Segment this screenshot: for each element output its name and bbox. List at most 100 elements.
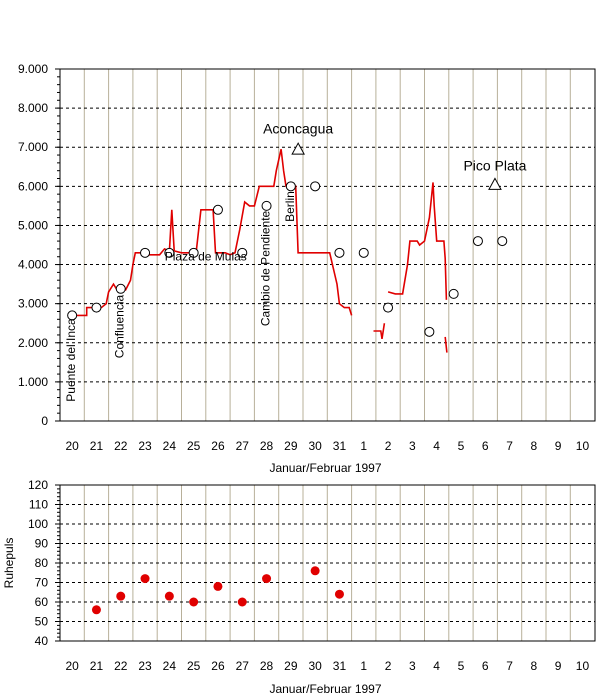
plot-border [59,68,596,422]
x-tick-label: 3 [409,659,416,673]
y-tick-label: 40 [35,634,49,648]
pulse-point [189,597,199,607]
x-tick-label: 31 [333,439,347,453]
altitude-line [444,336,448,353]
x-tick-label: 26 [211,439,225,453]
camp-marker [164,247,175,258]
summit-marker [291,142,305,155]
camp-marker [383,302,394,313]
x-tick-label: 10 [576,659,590,673]
x-tick-label: 21 [90,439,104,453]
pulse-point [262,574,272,584]
y-tick-label: 4.000 [18,258,48,272]
x-tick-label: 28 [260,659,274,673]
camp-marker [212,204,223,215]
x-tick-label: 9 [555,439,562,453]
pulse-point [334,589,344,599]
camp-marker [310,181,321,192]
y-tick-label: 110 [29,498,48,512]
location-label: Plaza de Mulas [165,250,247,264]
x-tick-label: 6 [482,439,489,453]
x-tick-label: 29 [284,439,298,453]
x-tick-label: 20 [65,439,79,453]
x-tick-label: 28 [260,439,274,453]
x-tick-label: 22 [114,659,128,673]
x-tick-label: 8 [531,659,538,673]
x-tick-label: 4 [433,439,440,453]
camp-marker [237,247,248,258]
y-tick-label: 9.000 [18,62,48,76]
location-label: Berlin [283,191,297,222]
y-tick-label: 6.000 [18,179,48,193]
plot-border [59,484,596,642]
altitude-line [373,323,386,340]
pulse-point [116,591,126,601]
camp-marker [67,310,78,321]
x-tick-label: 26 [211,659,225,673]
y-tick-label: 60 [35,595,49,609]
y-tick-label: 100 [28,517,48,531]
x-tick-label: 5 [458,439,465,453]
x-tick-label: 7 [506,659,513,673]
x-tick-label: 9 [555,659,562,673]
camp-marker [188,247,199,258]
x-axis-title: Januar/Februar 1997 [269,682,381,696]
x-tick-label: 2 [385,439,392,453]
x-tick-label: 24 [163,659,177,673]
y-tick-label: 8.000 [18,101,48,115]
camp-marker [472,236,483,247]
x-tick-label: 22 [114,439,128,453]
x-tick-label: 4 [433,659,440,673]
x-axis-title: Januar/Februar 1997 [269,461,381,475]
pulse-point [213,581,223,591]
x-tick-label: 30 [308,439,322,453]
y-tick-label: 0 [41,414,48,428]
camp-marker [424,326,435,337]
x-tick-label: 5 [458,659,465,673]
pulse-point [164,591,174,601]
pulse-point [91,605,101,615]
y-tick-label: 90 [35,537,49,551]
camp-marker [91,302,102,313]
x-tick-label: 1 [360,659,367,673]
x-tick-label: 31 [333,659,347,673]
altitude-line [387,182,448,300]
y-tick-label: 50 [35,615,49,629]
x-tick-label: 27 [236,659,250,673]
camp-marker [448,288,459,299]
x-tick-label: 8 [531,439,538,453]
x-tick-label: 1 [360,439,367,453]
x-tick-label: 2 [385,659,392,673]
pulse-point [310,566,320,576]
x-tick-label: 6 [482,659,489,673]
x-tick-label: 24 [163,439,177,453]
y-tick-label: 3.000 [18,297,48,311]
x-tick-label: 25 [187,659,201,673]
summit-label: Pico Plata [463,158,526,174]
pulse-point [237,597,247,607]
x-tick-label: 23 [138,439,152,453]
camp-marker [140,247,151,258]
x-tick-label: 27 [236,439,250,453]
y-tick-label: 70 [35,576,49,590]
camp-marker [334,247,345,258]
x-tick-label: 20 [65,659,79,673]
y-axis-title: Ruhepuls [2,538,16,589]
summit-marker [488,177,502,190]
location-label: Confluencia [113,295,127,359]
camp-marker [358,247,369,258]
x-tick-label: 30 [308,659,322,673]
camp-marker [115,283,126,294]
x-tick-label: 7 [506,439,513,453]
y-tick-label: 2.000 [18,336,48,350]
y-tick-label: 7.000 [18,140,48,154]
pulse-point [140,574,150,584]
y-tick-label: 120 [28,478,48,492]
summit-label: Aconcagua [263,121,333,137]
camp-marker [261,200,272,211]
location-label: Cambio de Pendiente [259,210,273,326]
y-tick-label: 1.000 [18,375,48,389]
camp-marker [497,236,508,247]
x-tick-label: 3 [409,439,416,453]
